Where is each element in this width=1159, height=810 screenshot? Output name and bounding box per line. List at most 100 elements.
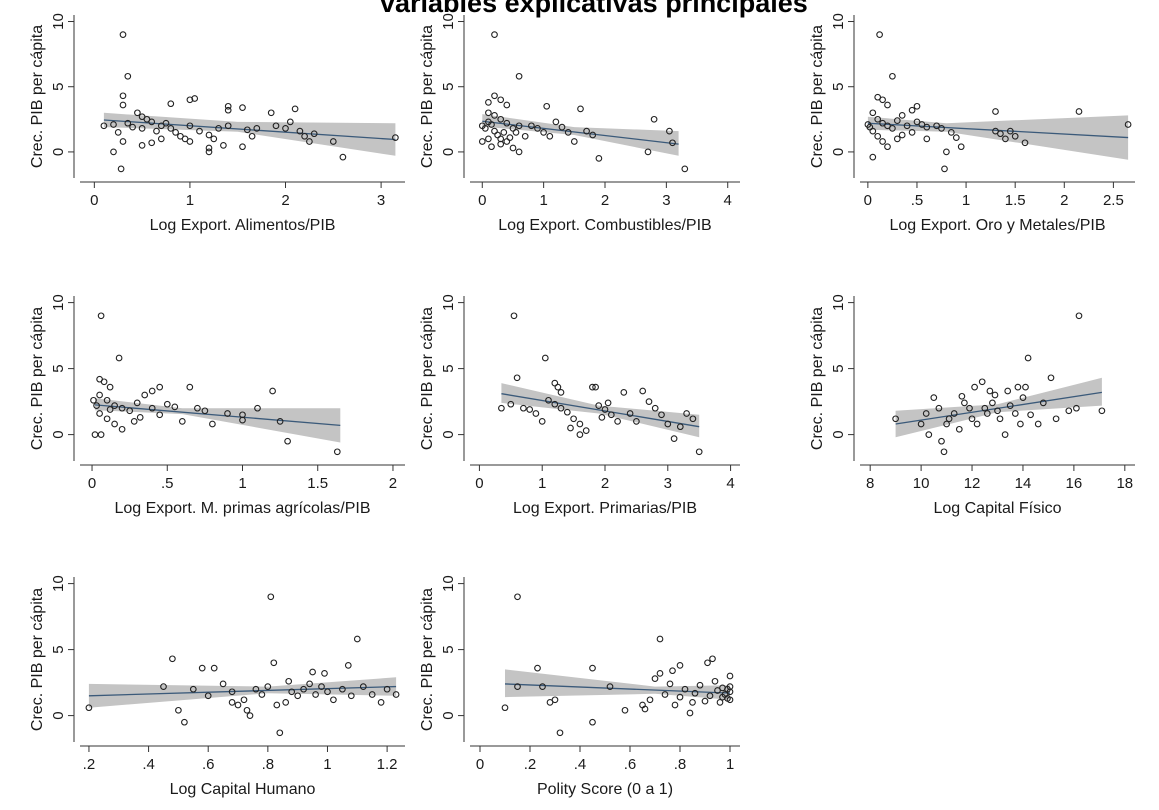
confidence-band xyxy=(88,677,397,708)
data-point xyxy=(898,131,906,139)
data-point xyxy=(272,122,280,130)
y-tick-label: 5 xyxy=(830,83,847,91)
data-point xyxy=(658,411,665,419)
data-point xyxy=(383,685,391,693)
y-tick-label: 0 xyxy=(440,711,457,719)
data-point xyxy=(917,420,925,428)
data-point xyxy=(138,125,146,132)
y-axis-label: Crec. PIB per cápita xyxy=(809,25,826,168)
panel-7: .2 .4 .6 .8 1 1.2 0 5 10 Log Capital Humano Crec. … xyxy=(29,575,405,798)
data-point xyxy=(240,696,248,704)
data-point xyxy=(114,129,122,136)
data-point xyxy=(651,404,659,412)
y-tick-label: 0 xyxy=(50,711,67,719)
data-point xyxy=(589,383,596,391)
data-point xyxy=(344,662,352,669)
data-point xyxy=(339,153,347,161)
data-point xyxy=(626,410,634,417)
data-point xyxy=(224,410,231,417)
data-point xyxy=(1022,383,1029,391)
x-tick-label: .6 xyxy=(624,756,637,773)
y-axis-label: Crec. PIB per cápita xyxy=(419,25,436,168)
data-point xyxy=(485,135,492,143)
data-point xyxy=(210,135,218,143)
data-point xyxy=(950,410,958,417)
x-tick-label: 1 xyxy=(323,756,331,773)
data-point xyxy=(551,400,559,408)
data-point xyxy=(1098,407,1106,415)
data-point xyxy=(601,406,609,413)
x-tick-label: 0 xyxy=(88,475,96,492)
data-point xyxy=(557,389,565,396)
data-point xyxy=(1004,387,1012,395)
data-point xyxy=(889,72,896,80)
data-point xyxy=(234,701,242,709)
data-point xyxy=(726,696,734,704)
data-point xyxy=(191,95,199,102)
data-point xyxy=(595,155,603,162)
data-point xyxy=(288,688,296,696)
data-point xyxy=(498,404,505,412)
data-point xyxy=(126,407,134,415)
data-point xyxy=(633,418,640,425)
data-point xyxy=(510,312,518,320)
x-tick-label: 3 xyxy=(377,192,385,209)
data-point xyxy=(501,704,509,712)
data-point xyxy=(111,402,118,409)
data-point xyxy=(239,143,246,151)
x-tick-label: 16 xyxy=(1066,475,1083,492)
data-point xyxy=(209,420,216,428)
data-point xyxy=(309,668,316,676)
data-point xyxy=(491,31,498,38)
data-point xyxy=(986,387,994,395)
data-point xyxy=(879,138,886,145)
y-axis-label: Crec. PIB per cápita xyxy=(29,588,46,731)
data-point xyxy=(1006,402,1014,409)
data-point xyxy=(377,699,385,706)
data-point xyxy=(689,415,697,423)
data-point xyxy=(514,593,521,601)
confidence-band xyxy=(103,112,396,156)
data-point xyxy=(661,691,669,698)
x-tick-label: .5 xyxy=(161,475,174,492)
data-point xyxy=(709,655,716,663)
y-tick-label: 10 xyxy=(50,13,67,30)
data-point xyxy=(541,354,549,362)
x-tick-label: 2 xyxy=(601,192,609,209)
y-tick-label: 10 xyxy=(440,575,457,592)
data-point xyxy=(478,138,486,145)
data-point xyxy=(1019,394,1027,401)
y-tick-label: 10 xyxy=(440,294,457,311)
data-point xyxy=(156,411,164,419)
y-tick-label: 0 xyxy=(50,430,67,438)
y-tick-label: 5 xyxy=(830,364,847,372)
data-point xyxy=(554,383,562,391)
data-point xyxy=(666,680,674,688)
data-point xyxy=(570,415,577,423)
data-point xyxy=(198,664,206,672)
data-point xyxy=(189,685,197,693)
data-point xyxy=(719,693,726,701)
data-point xyxy=(545,396,552,404)
data-point xyxy=(204,692,212,700)
x-tick-label: 0 xyxy=(90,192,98,209)
x-axis-label: Log Capital Humano xyxy=(170,781,316,798)
data-point xyxy=(576,431,584,438)
data-point xyxy=(267,593,275,601)
data-point xyxy=(85,704,93,712)
y-tick-label: 0 xyxy=(830,430,847,438)
data-point xyxy=(103,415,111,423)
y-tick-label: 5 xyxy=(50,83,67,91)
x-tick-label: 1.5 xyxy=(307,475,328,492)
data-point xyxy=(201,407,209,415)
data-point xyxy=(520,404,527,412)
data-point xyxy=(898,112,906,119)
y-axis-label: Crec. PIB per cápita xyxy=(29,307,46,450)
data-point xyxy=(488,121,495,128)
data-point xyxy=(97,431,105,438)
data-point xyxy=(614,418,621,425)
x-tick-label: 3 xyxy=(662,192,670,209)
data-point xyxy=(141,391,149,399)
data-point xyxy=(564,129,572,136)
